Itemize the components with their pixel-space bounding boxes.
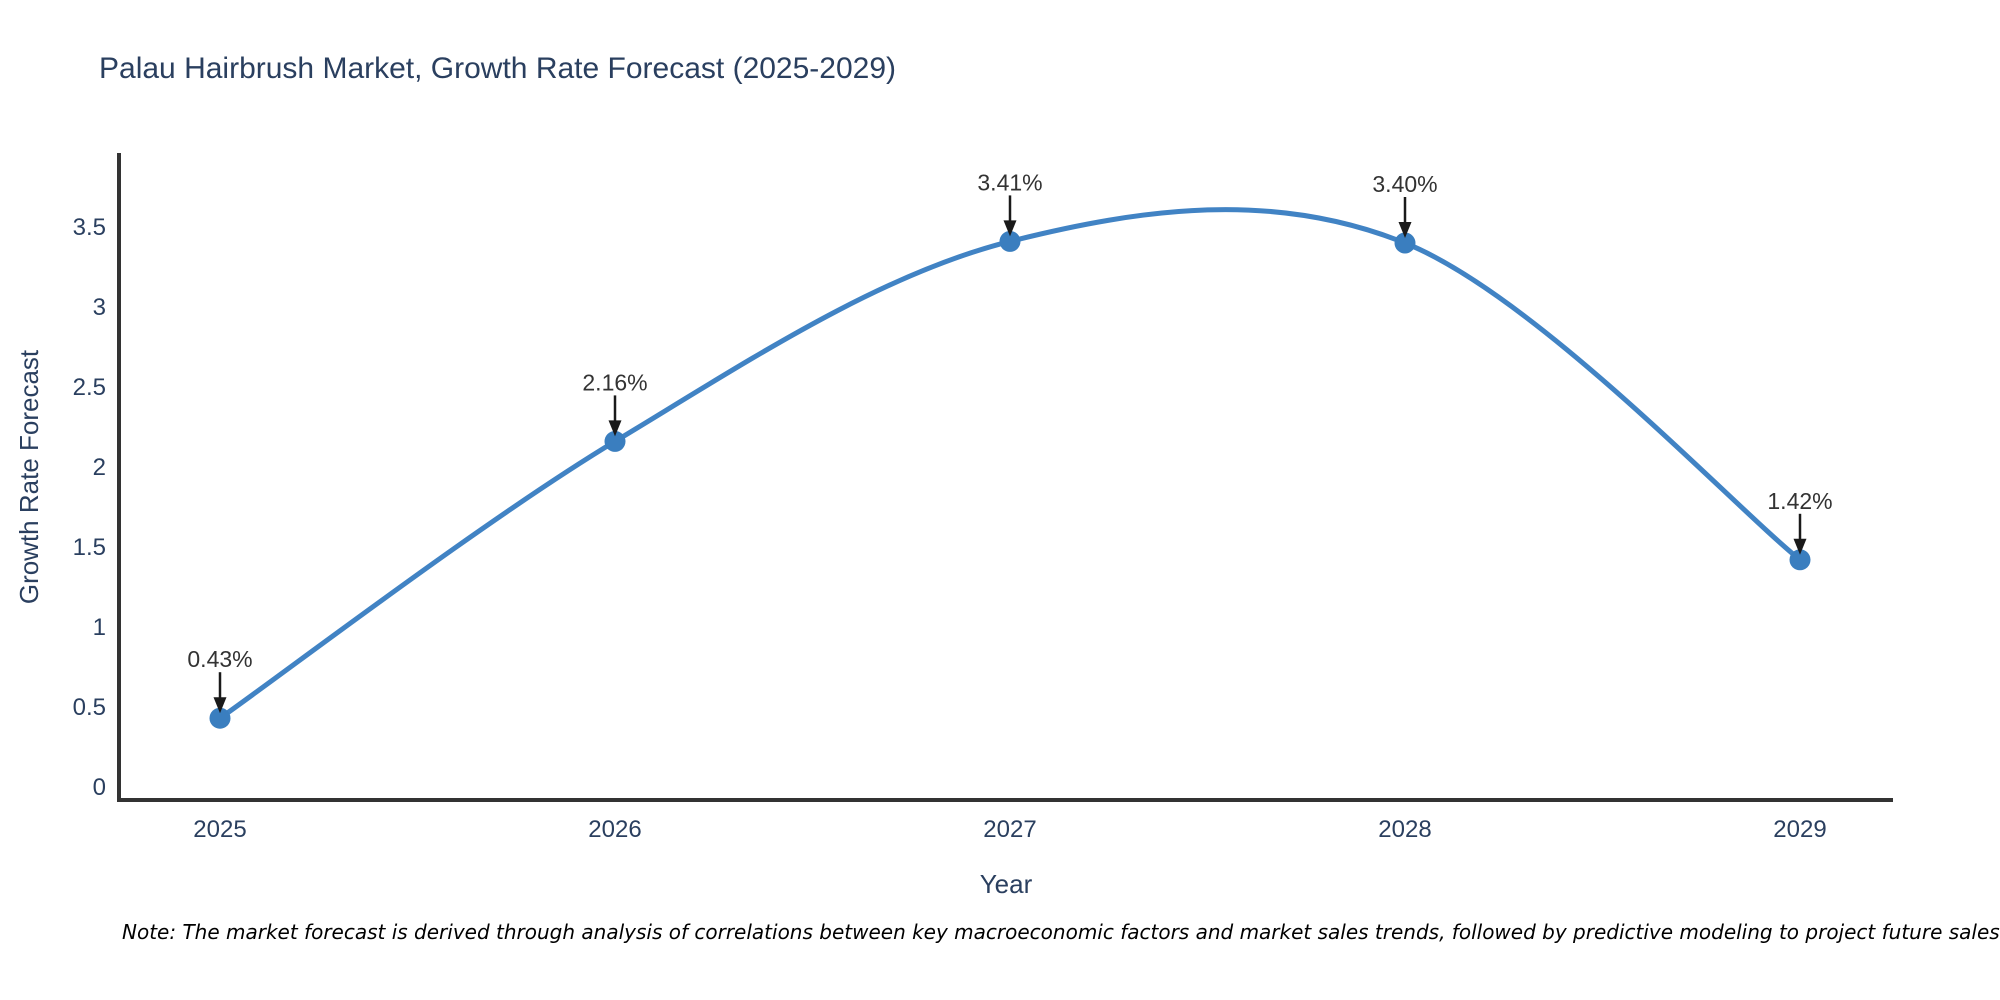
point-value-label: 3.41% [977,169,1042,195]
axis-lines [117,153,1893,802]
y-tick-label: 2 [93,454,106,481]
x-tick-label: 2025 [193,816,246,843]
y-tick-label: 2.5 [73,374,106,401]
y-tick-label: 3 [93,294,106,321]
y-tick-label: 1.5 [73,534,106,561]
data-point-marker [209,707,231,729]
y-tick-label: 1 [93,614,106,641]
annotation-arrow-head [213,697,227,714]
point-annotations: 0.43% 2.16% 3.41% 3.40% 1.42% [187,169,1833,714]
y-axis-title: Growth Rate Forecast [14,349,44,604]
point-value-label: 3.40% [1372,171,1437,197]
data-point-marker [1789,549,1811,571]
data-point-marker [999,230,1021,252]
footnote: Note: The market forecast is derived thr… [122,920,2000,944]
x-axis-title: Year [980,869,1033,899]
chart-title: Palau Hairbrush Market, Growth Rate Fore… [99,52,896,85]
data-point-marker [604,430,626,452]
y-tick-label: 3.5 [73,214,106,241]
point-value-label: 1.42% [1767,488,1832,514]
x-tick-label: 2029 [1773,816,1826,843]
annotation-arrow-head [1793,538,1807,555]
y-tick-label: 0.5 [73,694,106,721]
point-value-label: 0.43% [187,646,252,672]
annotation-arrow-head [1003,220,1017,237]
x-tick-label: 2027 [983,816,1036,843]
point-value-label: 2.16% [582,369,647,395]
annotation-arrow-head [608,420,622,437]
y-tick-label: 0 [93,774,106,801]
data-points [209,230,1811,729]
x-tick-label: 2028 [1378,816,1431,843]
annotation-arrow-head [1398,222,1412,238]
x-tick-labels: 2025 2026 2027 2028 2029 [193,816,1826,843]
x-tick-label: 2026 [588,816,641,843]
y-tick-labels: 0 0.5 1 1.5 2 2.5 3 3.5 [73,214,106,801]
data-point-marker [1394,232,1416,254]
